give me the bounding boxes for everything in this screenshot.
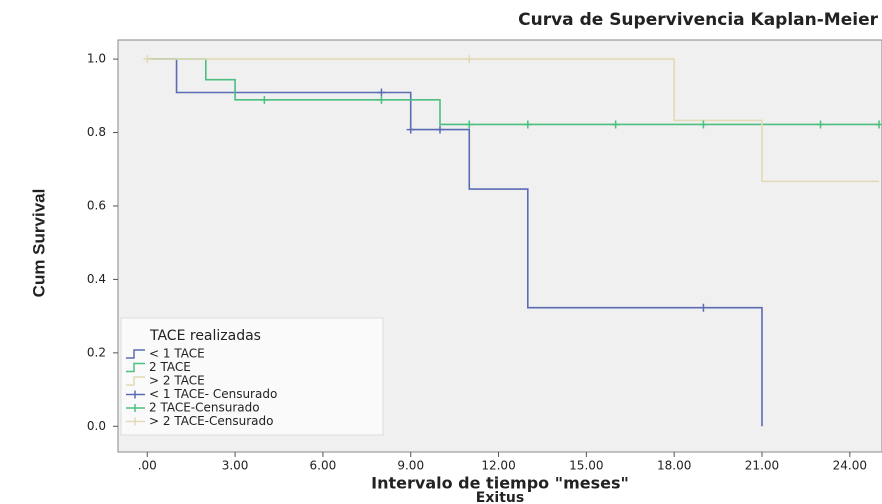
censor-mark bbox=[816, 120, 825, 129]
legend-label: < 1 TACE- Censurado bbox=[149, 387, 277, 401]
y-tick-label: 0.4 bbox=[87, 272, 106, 286]
censor-mark bbox=[377, 88, 386, 97]
legend-swatch bbox=[126, 404, 145, 412]
survival-curve bbox=[147, 58, 880, 183]
censor-mark bbox=[260, 95, 269, 104]
censor-mark bbox=[465, 55, 474, 64]
legend-label: > 2 TACE bbox=[149, 374, 205, 388]
censor-mark bbox=[143, 55, 152, 64]
censor-mark bbox=[699, 120, 708, 129]
censor-mark bbox=[699, 303, 708, 312]
x-tick-label: 3.00 bbox=[222, 459, 249, 473]
x-axis-label: Intervalo de tiempo "meses" bbox=[371, 474, 629, 493]
legend-label: 2 TACE-Censurado bbox=[149, 401, 260, 415]
legend-title: TACE realizadas bbox=[149, 328, 261, 344]
legend bbox=[120, 317, 384, 436]
x-tick-label: .00 bbox=[138, 459, 157, 473]
legend-label: 2 TACE bbox=[149, 360, 191, 374]
x-tick-label: 24.00 bbox=[833, 459, 867, 473]
legend-swatch bbox=[126, 390, 145, 399]
legend-swatch bbox=[126, 362, 145, 373]
x-axis-sublabel: Exitus bbox=[476, 490, 524, 504]
legend-label: < 1 TACE bbox=[149, 347, 205, 361]
y-tick-label: 0.2 bbox=[87, 345, 106, 359]
y-tick-label: 1.0 bbox=[87, 52, 106, 66]
x-tick-label: 21.00 bbox=[745, 459, 779, 473]
x-tick-label: 6.00 bbox=[310, 459, 337, 473]
chart-title: Curva de Supervivencia Kaplan-Meier bbox=[518, 10, 878, 30]
survival-curve bbox=[147, 58, 763, 427]
censor-mark bbox=[406, 125, 415, 134]
survival-curve bbox=[147, 58, 880, 126]
legend-swatch bbox=[126, 376, 145, 386]
censor-mark bbox=[611, 120, 620, 129]
censor-mark bbox=[435, 125, 444, 134]
y-tick-label: 0.6 bbox=[87, 198, 106, 212]
y-tick-label: 0.0 bbox=[87, 419, 106, 433]
censor-mark bbox=[465, 120, 474, 129]
x-tick-label: 18.00 bbox=[657, 459, 691, 473]
y-axis-label: Cum Survival bbox=[29, 189, 48, 298]
x-tick-label: 9.00 bbox=[397, 459, 424, 473]
legend-label: > 2 TACE-Censurado bbox=[149, 414, 273, 428]
y-tick-label: 0.8 bbox=[87, 125, 106, 139]
censor-mark bbox=[377, 95, 386, 104]
x-tick-label: 12.00 bbox=[481, 459, 515, 473]
legend-swatch bbox=[126, 349, 145, 359]
censor-mark bbox=[523, 120, 532, 129]
x-tick-label: 15.00 bbox=[569, 459, 603, 473]
legend-swatch bbox=[126, 417, 145, 426]
